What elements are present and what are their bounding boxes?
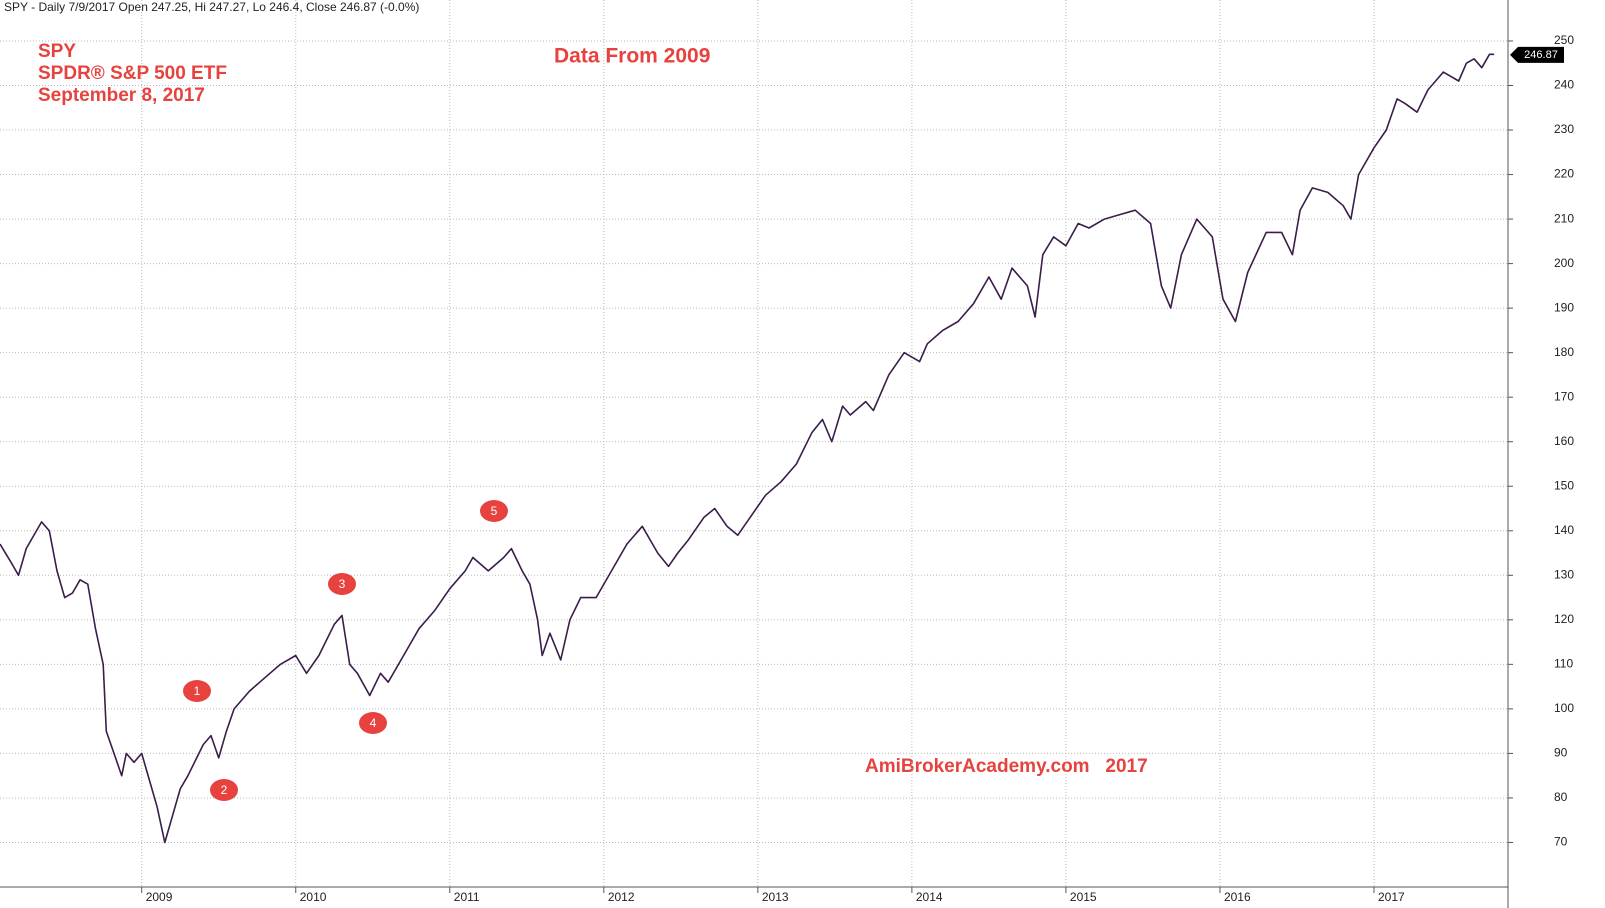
wave-marker [480, 500, 508, 522]
last-value-label: 246.87 [1524, 49, 1558, 61]
y-tick-label: 160 [1554, 434, 1574, 448]
wave-marker [328, 573, 356, 595]
x-tick-label: 2009 [146, 890, 173, 904]
y-tick-label: 150 [1554, 478, 1574, 492]
price-line [0, 53, 1495, 844]
header: SPY - Daily 7/9/2017 Open 247.25, Hi 247… [4, 0, 419, 14]
y-tick-label: 180 [1554, 345, 1574, 359]
x-tick-label: 2014 [916, 890, 943, 904]
center-note: Data From 2009 [554, 45, 710, 68]
last-value-box [1510, 46, 1564, 63]
annotation: September 8, 2017 [38, 85, 205, 106]
x-tick-label: 2010 [300, 890, 327, 904]
y-tick-label: 140 [1554, 523, 1574, 537]
y-tick-label: 100 [1554, 701, 1574, 715]
x-tick-label: 2017 [1378, 890, 1405, 904]
y-tick-label: 210 [1554, 211, 1574, 225]
y-tick-label: 230 [1554, 122, 1574, 136]
wave-marker [359, 712, 387, 734]
y-tick-label: 240 [1554, 78, 1574, 92]
y-tick-label: 190 [1554, 300, 1574, 314]
annotation: SPY [38, 41, 76, 62]
y-tick-label: 80 [1554, 790, 1568, 804]
y-tick-label: 70 [1554, 835, 1568, 849]
y-tick-label: 120 [1554, 612, 1574, 626]
y-tick-label: 130 [1554, 567, 1574, 581]
y-tick-label: 220 [1554, 167, 1574, 181]
y-tick-label: 110 [1554, 657, 1573, 671]
annotation: SPDR® S&P 500 ETF [38, 63, 227, 84]
y-tick-label: 200 [1554, 256, 1574, 270]
x-tick-label: 2015 [1070, 890, 1097, 904]
y-tick-label: 170 [1554, 389, 1574, 403]
x-tick-label: 2013 [762, 890, 789, 904]
watermark: AmiBrokerAcademy.com 2017 [865, 756, 1148, 777]
wave-marker [210, 779, 238, 801]
wave-label: 3 [339, 577, 346, 591]
x-tick-label: 2011 [454, 890, 480, 904]
wave-label: 1 [194, 684, 201, 698]
wave-marker [183, 680, 211, 702]
x-tick-label: 2012 [608, 890, 635, 904]
y-tick-label: 250 [1554, 33, 1574, 47]
wave-label: 4 [370, 716, 377, 730]
wave-label: 5 [491, 504, 498, 518]
y-tick-label: 90 [1554, 746, 1568, 760]
x-tick-label: 2016 [1224, 890, 1251, 904]
wave-label: 2 [221, 783, 228, 797]
